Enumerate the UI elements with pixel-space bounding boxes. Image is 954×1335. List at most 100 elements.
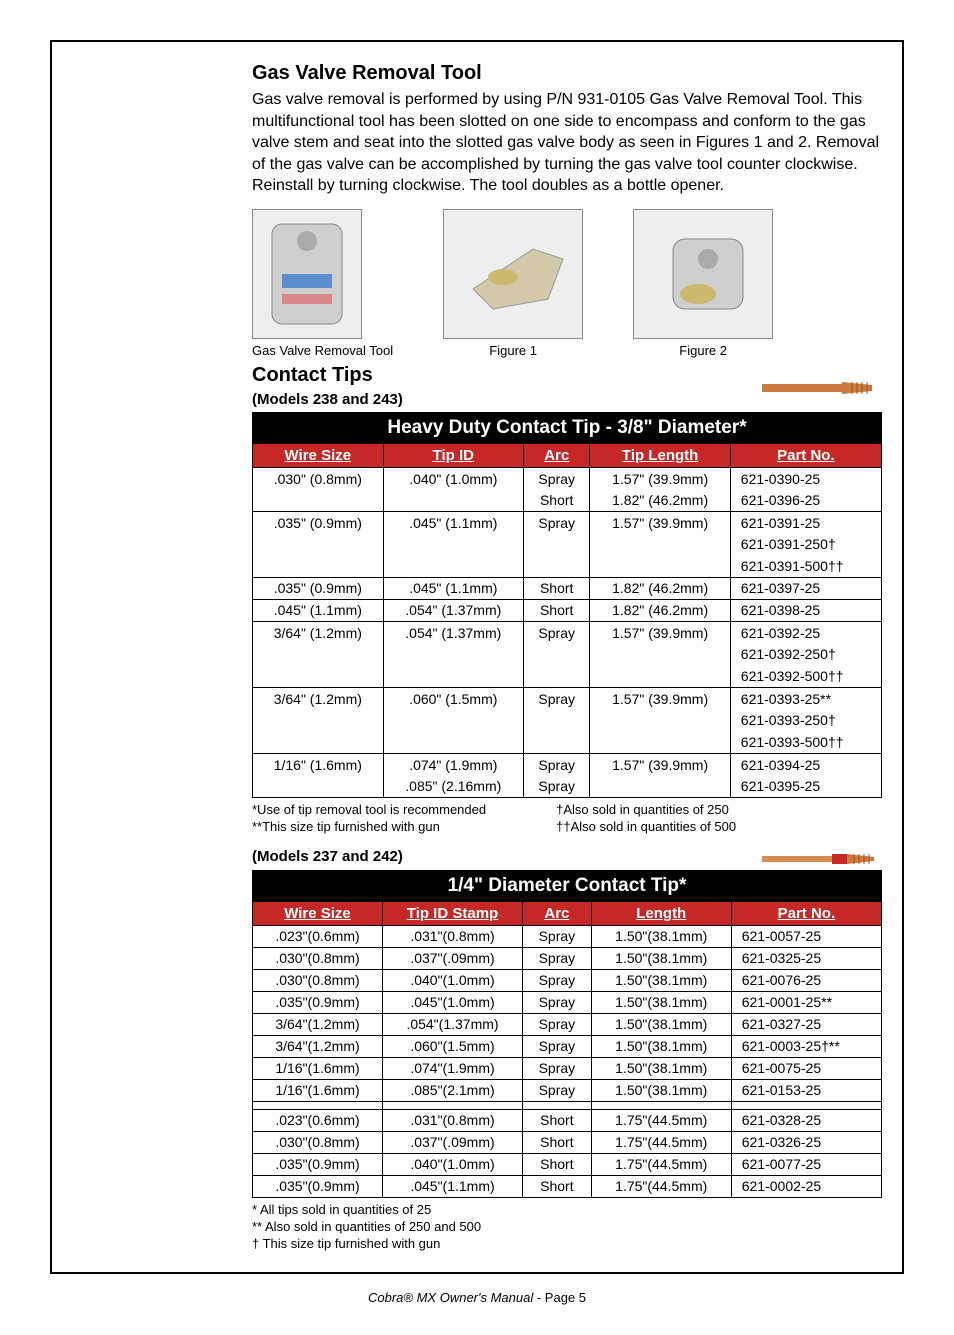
table-cell: .045"(1.1mm) xyxy=(383,1175,523,1197)
table-cell: Short xyxy=(523,1153,592,1175)
table-cell: 1.50"(38.1mm) xyxy=(591,1079,731,1101)
table-header: Arc xyxy=(523,901,592,925)
table-cell xyxy=(253,489,384,511)
table-cell xyxy=(383,709,523,731)
table-cell: Spray xyxy=(523,753,590,775)
table-cell: .035"(0.9mm) xyxy=(253,1175,383,1197)
table-cell: 621-0393-250† xyxy=(730,709,881,731)
table-cell: Spray xyxy=(523,511,590,533)
contact-tips-title: Contact Tips xyxy=(252,364,403,387)
table-cell: 1.50"(38.1mm) xyxy=(591,925,731,947)
table-header: Wire Size xyxy=(253,443,384,467)
content-column: Gas Valve Removal Tool Gas valve removal… xyxy=(252,62,882,1252)
table-header: Wire Size xyxy=(253,901,383,925)
table-cell: .023"(0.6mm) xyxy=(253,925,383,947)
table-cell: 621-0390-25 xyxy=(730,467,881,489)
figure-2-caption: Figure 2 xyxy=(633,343,773,358)
table-cell: Short xyxy=(523,1175,592,1197)
table-header: Part No. xyxy=(731,901,881,925)
footer-rest: - Page 5 xyxy=(533,1290,586,1305)
table-row: 1/16"(1.6mm).074"(1.9mm)Spray1.50"(38.1m… xyxy=(253,1057,882,1079)
table-cell: 3/64"(1.2mm) xyxy=(253,1035,383,1057)
table-cell xyxy=(253,731,384,753)
table-cell xyxy=(523,643,590,665)
table-cell: 621-0392-500†† xyxy=(730,665,881,687)
table-title: Heavy Duty Contact Tip - 3/8" Diameter* xyxy=(253,412,882,443)
fn1-right2: ††Also sold in quantities of 500 xyxy=(556,819,736,836)
table-cell: .045"(1.0mm) xyxy=(383,991,523,1013)
figure-2: Figure 2 xyxy=(633,209,773,358)
fn2-l1: * All tips sold in quantities of 25 xyxy=(252,1202,882,1219)
table-cell xyxy=(253,533,384,555)
table-cell: .031"(0.8mm) xyxy=(383,925,523,947)
valve-1-icon xyxy=(453,219,573,329)
table-cell: Spray xyxy=(523,969,592,991)
fn1-left1: *Use of tip removal tool is recommended xyxy=(252,802,486,819)
table-row: 1/16" (1.6mm).074" (1.9mm)Spray1.57" (39… xyxy=(253,753,882,775)
table-cell: 1.75"(44.5mm) xyxy=(591,1153,731,1175)
table-cell: 621-0397-25 xyxy=(730,577,881,599)
table-cell: 621-0328-25 xyxy=(731,1109,881,1131)
table-row: 621-0392-500†† xyxy=(253,665,882,687)
table-row: .030"(0.8mm).037"(.09mm)Short1.75"(44.5m… xyxy=(253,1131,882,1153)
table-cell: 1/16" (1.6mm) xyxy=(253,753,384,775)
table-cell: 621-0002-25 xyxy=(731,1175,881,1197)
table-cell: .060" (1.5mm) xyxy=(383,687,523,709)
table-cell: Spray xyxy=(523,775,590,797)
table-cell xyxy=(523,555,590,577)
table-cell: .045" (1.1mm) xyxy=(253,599,384,621)
table-cell: 1.50"(38.1mm) xyxy=(591,991,731,1013)
table-cell: .045" (1.1mm) xyxy=(383,511,523,533)
table-cell: 621-0153-25 xyxy=(731,1079,881,1101)
table-cell xyxy=(590,533,730,555)
figure-1: Figure 1 xyxy=(443,209,583,358)
table-cell xyxy=(253,1101,383,1109)
footnotes-2: * All tips sold in quantities of 25 ** A… xyxy=(252,1202,882,1253)
table-cell: 1.82" (46.2mm) xyxy=(590,489,730,511)
contact-tip-icon-1 xyxy=(762,377,882,399)
table-cell: Spray xyxy=(523,1057,592,1079)
table-row: .023"(0.6mm).031"(0.8mm)Short1.75"(44.5m… xyxy=(253,1109,882,1131)
table-cell: 3/64" (1.2mm) xyxy=(253,687,384,709)
table-cell: .074"(1.9mm) xyxy=(383,1057,523,1079)
table-cell xyxy=(523,709,590,731)
figure-row: Gas Valve Removal Tool Figure 1 xyxy=(252,209,882,358)
table-cell: 621-0057-25 xyxy=(731,925,881,947)
table-cell: .030"(0.8mm) xyxy=(253,969,383,991)
table-cell: .074" (1.9mm) xyxy=(383,753,523,775)
table-row: 621-0393-500†† xyxy=(253,731,882,753)
table-cell: 621-0393-25** xyxy=(730,687,881,709)
table-row xyxy=(253,1101,882,1109)
figure-tool-caption: Gas Valve Removal Tool xyxy=(252,343,393,358)
table-row: 3/64" (1.2mm).060" (1.5mm)Spray1.57" (39… xyxy=(253,687,882,709)
table-header: Part No. xyxy=(730,443,881,467)
table-cell: 621-0003-25†** xyxy=(731,1035,881,1057)
table-header: Tip ID xyxy=(383,443,523,467)
table-cell: 621-0393-500†† xyxy=(730,731,881,753)
table-cell: 1.57" (39.9mm) xyxy=(590,753,730,775)
table-cell: 621-0325-25 xyxy=(731,947,881,969)
table-cell: 1/16"(1.6mm) xyxy=(253,1057,383,1079)
table-cell: .085"(2.1mm) xyxy=(383,1079,523,1101)
table-cell: 621-0392-25 xyxy=(730,621,881,643)
table-cell: 1.57" (39.9mm) xyxy=(590,687,730,709)
table-cell: .030"(0.8mm) xyxy=(253,947,383,969)
table-cell: 1.75"(44.5mm) xyxy=(591,1131,731,1153)
table-cell: .054" (1.37mm) xyxy=(383,599,523,621)
fn2-l2: ** Also sold in quantities of 250 and 50… xyxy=(252,1219,882,1236)
table-cell: .037"(.09mm) xyxy=(383,1131,523,1153)
table-cell: 1.75"(44.5mm) xyxy=(591,1175,731,1197)
table-cell: .035"(0.9mm) xyxy=(253,1153,383,1175)
table-header: Tip ID Stamp xyxy=(383,901,523,925)
page-footer: Cobra® MX Owner's Manual - Page 5 xyxy=(50,1290,904,1305)
table-cell: 621-0075-25 xyxy=(731,1057,881,1079)
table-cell: .035"(0.9mm) xyxy=(253,991,383,1013)
table-cell: .040" (1.0mm) xyxy=(383,467,523,489)
valve-2-icon xyxy=(643,219,763,329)
table-cell: Spray xyxy=(523,1013,592,1035)
table-cell: Spray xyxy=(523,687,590,709)
table-row: .085" (2.16mm)Spray621-0395-25 xyxy=(253,775,882,797)
table-cell: 1.50"(38.1mm) xyxy=(591,969,731,991)
table-cell: 1.50"(38.1mm) xyxy=(591,1035,731,1057)
table-cell: 621-0398-25 xyxy=(730,599,881,621)
